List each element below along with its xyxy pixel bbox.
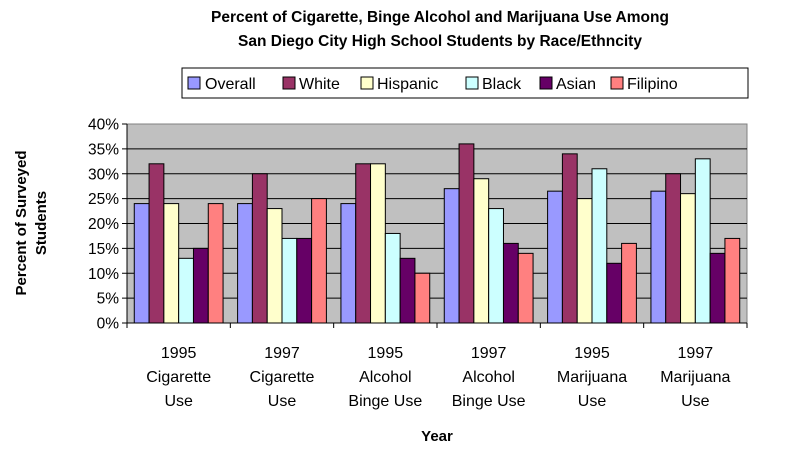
bars [133, 143, 741, 324]
bar-asian-5 [606, 262, 623, 324]
legend-label-black: Black [482, 76, 522, 93]
bar-asian-4 [502, 242, 519, 324]
x-category-label: 1995 [574, 345, 610, 362]
legend-swatch-asian [539, 76, 553, 90]
bar-overall-5 [547, 190, 563, 324]
bar-filipino-4 [517, 252, 534, 324]
bar-white-6 [665, 173, 682, 324]
bar-filipino-1 [207, 203, 224, 324]
y-tick-label: 25% [88, 191, 119, 208]
bar-hispanic-5 [576, 198, 593, 324]
legend-swatch-black [465, 76, 479, 90]
x-category-label: Use [578, 393, 607, 410]
y-tick-label: 0% [97, 316, 120, 333]
x-category-label: Use [268, 393, 297, 410]
bar-black-5 [591, 168, 608, 324]
bar-asian-6 [709, 252, 726, 324]
bar-hispanic-6 [680, 193, 696, 324]
bar-hispanic-1 [163, 203, 180, 324]
bar-hispanic-2 [266, 208, 283, 324]
bar-black-2 [281, 237, 298, 324]
y-tick-label: 20% [88, 216, 119, 233]
legend-label-asian: Asian [556, 76, 596, 93]
legend-swatch-white [282, 76, 296, 90]
bar-white-1 [148, 163, 165, 324]
bar-filipino-2 [311, 198, 327, 324]
legend: Overall White Hispanic Black Asian Filipino [181, 67, 749, 99]
y-tick-label: 15% [88, 241, 119, 258]
x-category-label: Alcohol [359, 369, 411, 386]
legend-label-hispanic: Hispanic [377, 76, 438, 93]
x-category-label: 1997 [678, 345, 714, 362]
legend-swatch-overall [187, 76, 201, 90]
bar-asian-2 [296, 237, 313, 324]
bar-hispanic-3 [370, 163, 386, 324]
bar-white-2 [251, 173, 268, 324]
gridlines [127, 148, 747, 299]
legend-label-white: White [299, 76, 340, 93]
chart-title-line-2: San Diego City High School Students by R… [238, 33, 642, 50]
bar-filipino-6 [724, 237, 741, 324]
x-category-label: 1995 [368, 345, 404, 362]
axes [122, 123, 748, 328]
bar-asian-1 [192, 247, 209, 324]
bar-white-3 [355, 163, 372, 324]
x-category-label: 1997 [471, 345, 507, 362]
y-tick-label: 10% [88, 266, 119, 283]
bar-asian-3 [399, 257, 416, 324]
legend-swatch-hispanic [360, 76, 374, 90]
bar-black-4 [488, 208, 504, 324]
bar-white-4 [458, 143, 475, 324]
bar-overall-3 [340, 203, 357, 324]
bar-black-3 [384, 232, 401, 324]
x-category-label: 1995 [161, 345, 197, 362]
bar-overall-4 [443, 188, 460, 324]
bar-overall-2 [237, 203, 253, 324]
bar-black-1 [178, 257, 194, 324]
x-category-label: Use [164, 393, 193, 410]
legend-label-overall: Overall [205, 76, 256, 93]
x-category-label: Binge Use [452, 393, 526, 410]
x-axis-title: Year [421, 428, 453, 445]
x-category-label: Cigarette [250, 369, 315, 386]
y-tick-label: 30% [88, 166, 119, 183]
y-axis-title-line-1: Percent of Surveyed [13, 150, 30, 295]
x-category-labels: 1995 Cigarette Use 1997 Cigarette Use 1995 Alco… [146, 345, 730, 410]
x-category-label: Use [681, 393, 710, 410]
bar-hispanic-4 [473, 178, 490, 324]
x-category-label: Cigarette [146, 369, 211, 386]
y-axis-title-line-2: Students [33, 191, 50, 255]
bar-overall-6 [650, 190, 667, 324]
x-category-label: 1997 [264, 345, 300, 362]
bar-filipino-3 [414, 272, 431, 324]
legend-label-filipino: Filipino [627, 76, 678, 93]
y-tick-label: 35% [88, 141, 119, 158]
legend-swatch-filipino [610, 76, 624, 90]
x-category-label: Binge Use [348, 393, 422, 410]
y-tick-label: 40% [88, 117, 119, 134]
y-tick-label: 5% [97, 291, 120, 308]
x-category-label: Alcohol [462, 369, 514, 386]
x-category-label: Marijuana [660, 369, 730, 386]
bar-overall-1 [133, 203, 150, 324]
bar-black-6 [694, 158, 711, 324]
bar-white-5 [561, 153, 578, 324]
legend-border [181, 67, 749, 99]
chart-title-line-1: Percent of Cigarette, Binge Alcohol and … [211, 9, 669, 26]
x-category-label: Marijuana [557, 369, 627, 386]
y-tick-labels: 0% 5% 10% 15% 20% 25% 30% 35% 40% [88, 117, 119, 333]
bar-filipino-5 [621, 242, 637, 324]
